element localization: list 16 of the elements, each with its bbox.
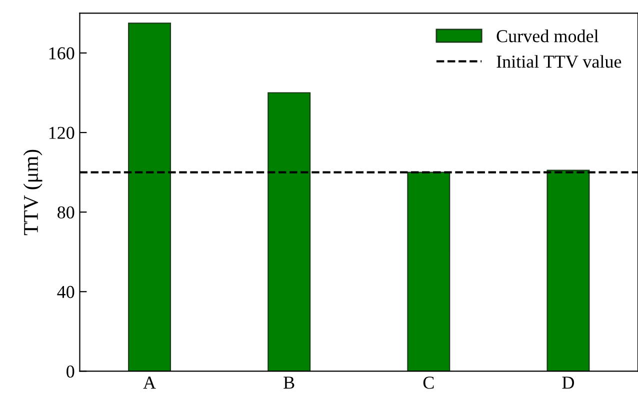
x-tick-label: A <box>143 376 156 389</box>
y-tick-label: 120 <box>49 126 74 139</box>
bar <box>407 172 450 372</box>
y-tick-label: 160 <box>49 47 74 60</box>
bar <box>546 170 590 372</box>
bar <box>128 22 172 372</box>
x-tick-label: D <box>562 376 574 389</box>
x-tick-label: C <box>423 376 434 389</box>
y-tick-label: 0 <box>66 365 74 378</box>
bar <box>268 92 311 372</box>
legend-label: Curved model <box>496 30 598 42</box>
legend-label: Initial TTV value <box>496 55 622 68</box>
y-axis-title: TTV (μm) <box>23 150 42 236</box>
y-tick-label: 40 <box>57 286 74 298</box>
x-tick-label: B <box>284 376 294 389</box>
y-tick-label: 80 <box>58 206 74 219</box>
